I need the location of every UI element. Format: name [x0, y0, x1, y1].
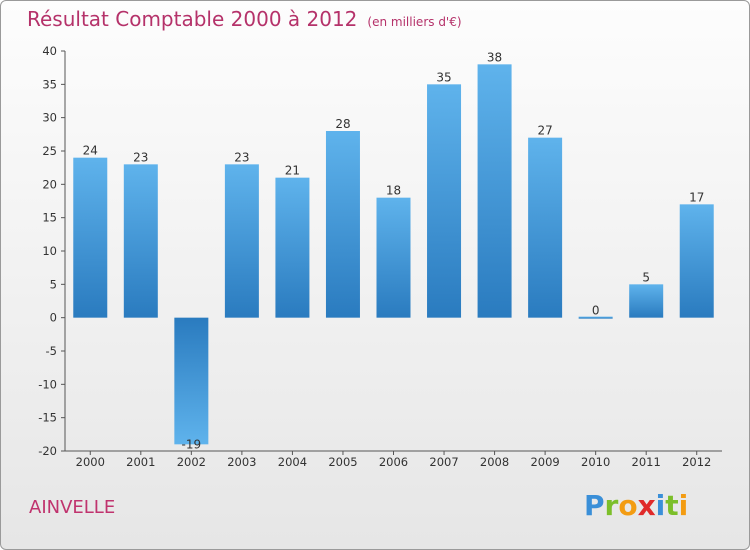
bar: [629, 284, 664, 318]
data-label: 18: [386, 184, 401, 198]
bar: [427, 84, 462, 318]
y-tick-label: 30: [42, 111, 57, 125]
x-tick-label: 2005: [328, 455, 357, 469]
y-tick-label: -5: [46, 344, 57, 358]
data-label: 35: [436, 70, 451, 84]
data-label: 23: [133, 150, 148, 164]
data-label: 28: [335, 117, 350, 131]
bar: [679, 204, 714, 318]
y-tick-label: -10: [38, 377, 57, 391]
data-label: 23: [234, 150, 249, 164]
x-tick-label: 2000: [76, 455, 105, 469]
logo-letter: o: [618, 489, 638, 522]
x-tick-label: 2002: [177, 455, 206, 469]
data-label: 24: [83, 144, 98, 158]
bar: [578, 316, 613, 319]
x-tick-label: 2012: [682, 455, 711, 469]
bar: [123, 164, 158, 318]
x-tick-label: 2001: [126, 455, 155, 469]
data-label: 27: [537, 124, 552, 138]
bar: [325, 131, 360, 318]
title-block: Résultat Comptable 2000 à 2012 (en millie…: [27, 7, 462, 31]
logo-letter: r: [604, 489, 619, 522]
commune-name: AINVELLE: [29, 497, 116, 518]
chart-subtitle: (en milliers d'€): [367, 15, 462, 29]
y-tick-label: 35: [42, 77, 57, 91]
data-label: 0: [592, 304, 600, 318]
bar: [376, 197, 411, 318]
y-tick-label: 15: [42, 211, 57, 225]
logo-letter: t: [665, 489, 679, 522]
y-tick-label: -20: [38, 444, 57, 458]
logo-letter: x: [637, 489, 656, 522]
bar: [275, 177, 310, 318]
x-tick-label: 2009: [530, 455, 559, 469]
data-label: 38: [487, 50, 502, 64]
x-tick-label: 2006: [379, 455, 408, 469]
data-label: 5: [642, 270, 650, 284]
y-tick-label: 10: [42, 244, 57, 258]
x-tick-label: 2003: [227, 455, 256, 469]
data-label: -19: [182, 437, 202, 451]
logo-letter: i: [655, 489, 666, 522]
x-tick-label: 2007: [429, 455, 458, 469]
x-tick-label: 2008: [480, 455, 509, 469]
y-tick-label: -15: [38, 411, 57, 425]
y-tick-label: 20: [42, 177, 57, 191]
bar: [174, 317, 209, 445]
logo-letter: P: [584, 489, 605, 522]
y-tick-label: 5: [50, 277, 57, 291]
y-tick-label: 0: [50, 311, 57, 325]
chart-title: Résultat Comptable 2000 à 2012: [27, 7, 358, 31]
bar: [528, 137, 563, 318]
x-tick-label: 2011: [632, 455, 661, 469]
x-tick-label: 2004: [278, 455, 307, 469]
y-tick-label: 40: [42, 44, 57, 58]
y-tick-label: 25: [42, 144, 57, 158]
x-tick-label: 2010: [581, 455, 610, 469]
bar: [224, 164, 259, 318]
logo-letter: i: [678, 489, 689, 522]
bar: [73, 157, 108, 318]
bar: [477, 64, 512, 318]
proxiti-logo: Proxiti: [584, 489, 688, 522]
data-label: 21: [285, 164, 300, 178]
data-label: 17: [689, 190, 704, 204]
